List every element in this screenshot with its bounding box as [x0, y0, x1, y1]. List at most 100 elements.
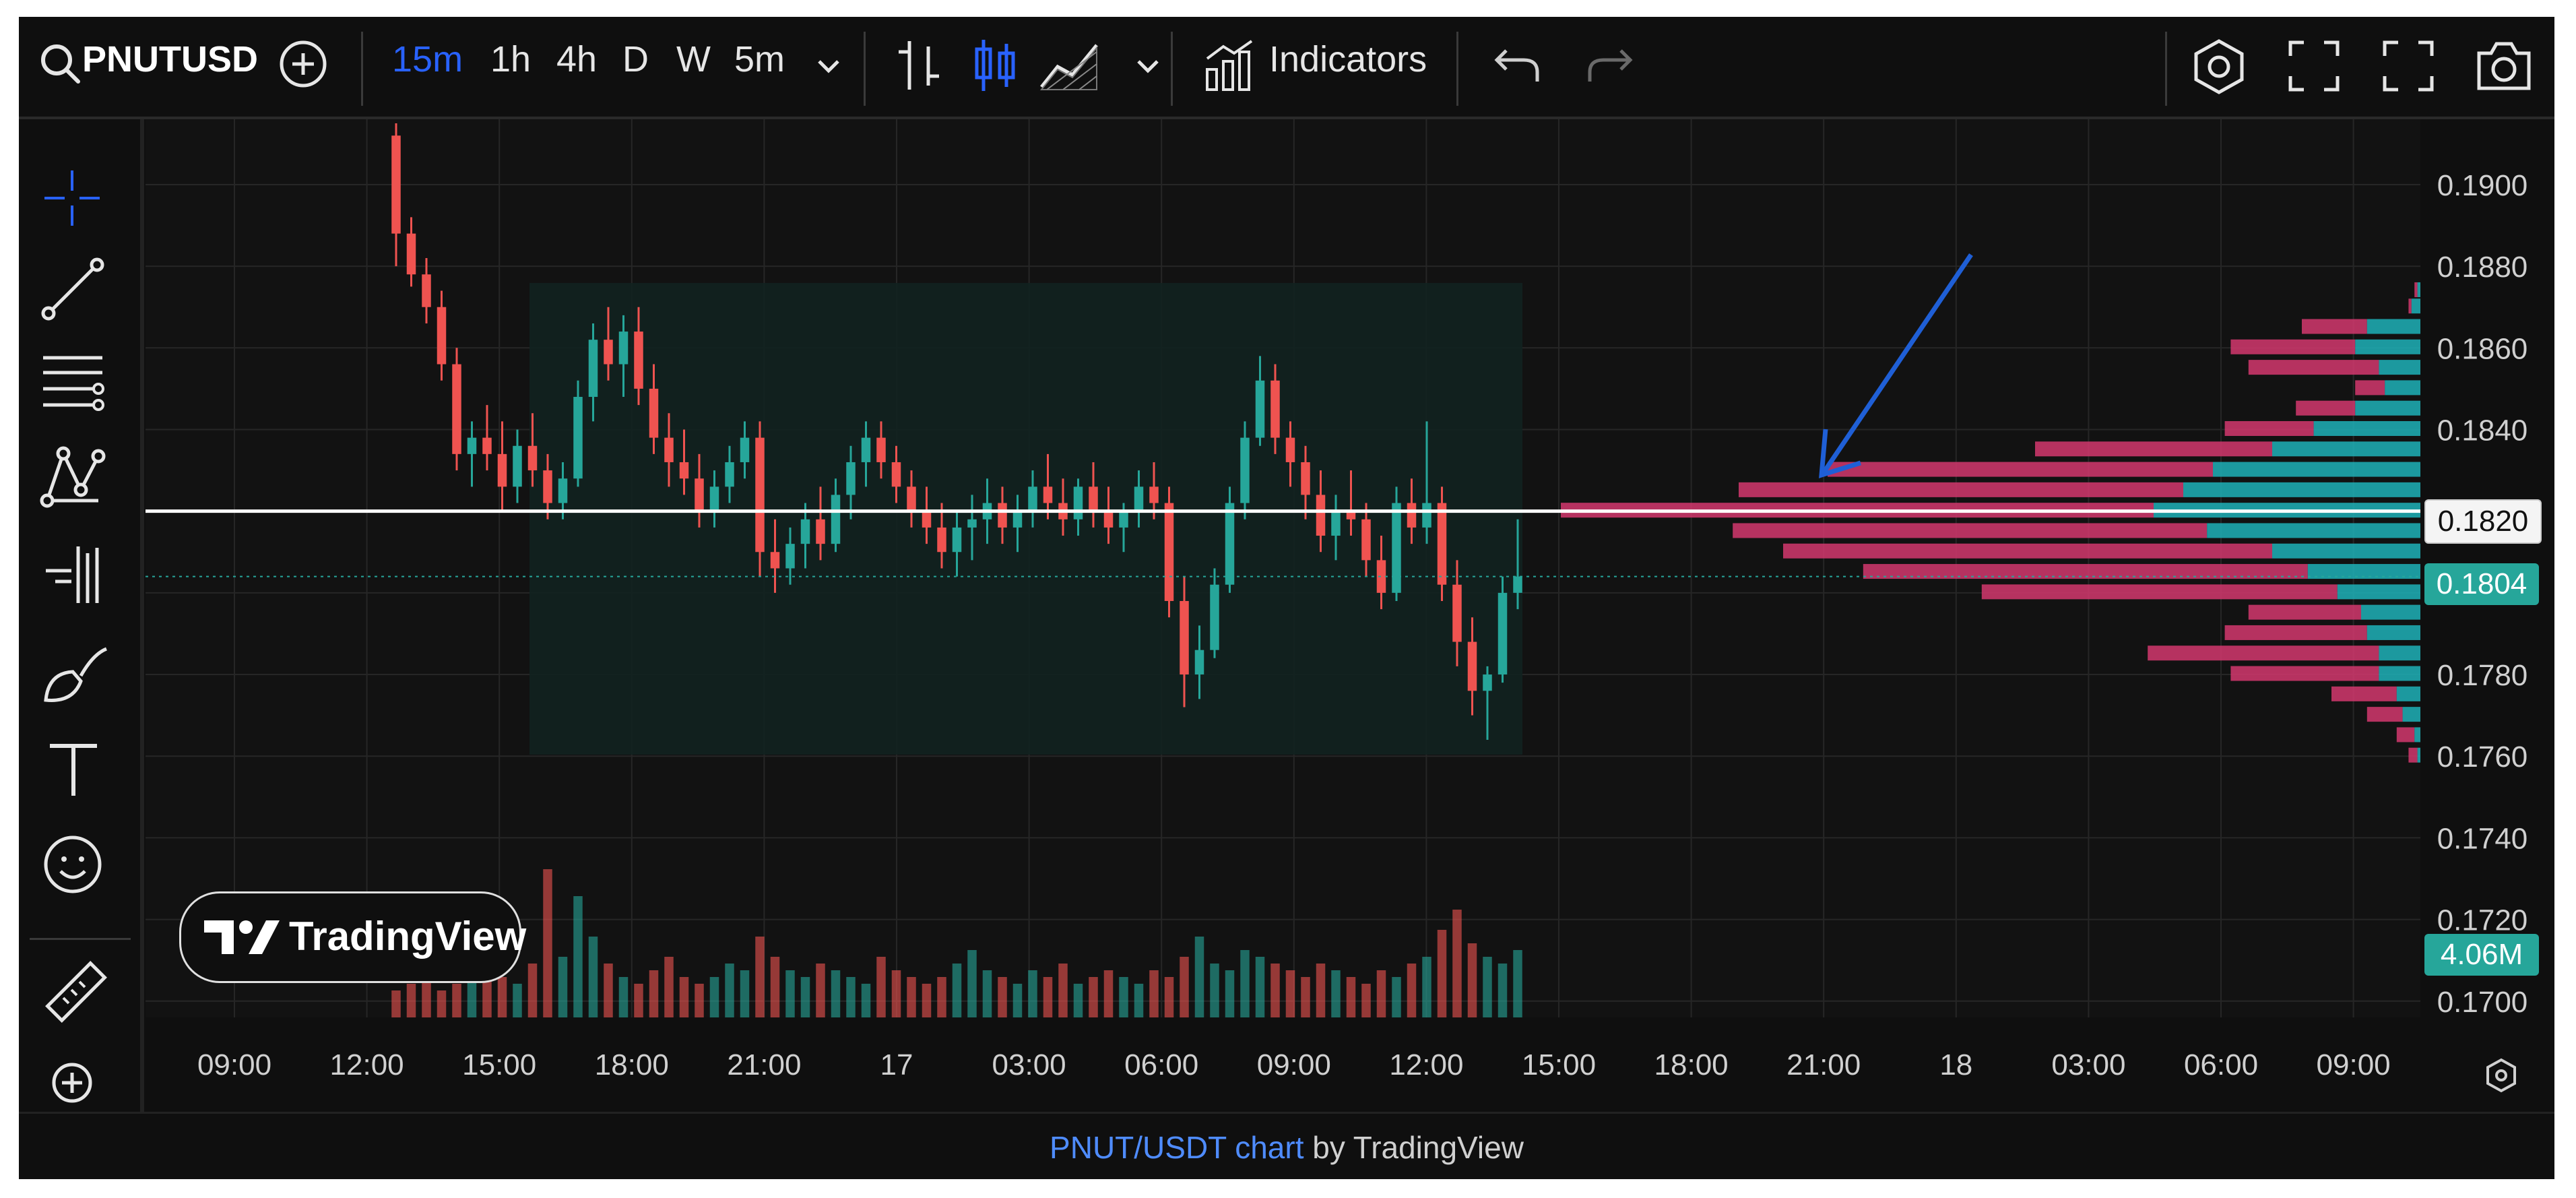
emoji-icon[interactable]: [40, 832, 105, 900]
candle-body[interactable]: [422, 274, 431, 307]
candle-body[interactable]: [1498, 592, 1508, 675]
interval-15m[interactable]: 15m: [392, 39, 463, 80]
interval-1h[interactable]: 1h: [490, 39, 532, 80]
candle-body[interactable]: [391, 135, 401, 234]
candle-body[interactable]: [1376, 560, 1386, 593]
fullscreen-icon[interactable]: [2382, 40, 2435, 96]
crosshair-icon[interactable]: [42, 168, 102, 232]
candle-body[interactable]: [876, 437, 886, 462]
candle-body[interactable]: [558, 478, 568, 503]
candle-body[interactable]: [1225, 503, 1235, 585]
axis-settings-icon[interactable]: [2486, 1058, 2516, 1093]
text-icon[interactable]: [43, 739, 104, 803]
candle-body[interactable]: [998, 503, 1007, 528]
candle-body[interactable]: [1270, 380, 1280, 438]
candle-body[interactable]: [588, 340, 598, 398]
ruler-icon[interactable]: [39, 955, 113, 1032]
redo-icon[interactable]: [1584, 41, 1634, 89]
brush-icon[interactable]: [39, 642, 113, 713]
camera-icon[interactable]: [2475, 40, 2533, 96]
symbol-search-label[interactable]: PNUTUSD: [82, 39, 259, 80]
candle-body[interactable]: [1331, 511, 1341, 536]
candle-body[interactable]: [1103, 511, 1114, 528]
candle-body[interactable]: [406, 233, 416, 275]
candle-body[interactable]: [1028, 486, 1037, 511]
candle-body[interactable]: [937, 527, 946, 553]
candle-body[interactable]: [800, 519, 810, 544]
candle-body[interactable]: [573, 397, 583, 479]
candle-body[interactable]: [543, 470, 552, 503]
candle-body[interactable]: [1180, 600, 1189, 675]
candle-body[interactable]: [452, 364, 461, 454]
zoom-in-icon[interactable]: [49, 1059, 96, 1110]
candle-body[interactable]: [634, 332, 643, 389]
candle-body[interactable]: [649, 388, 659, 438]
candle-body[interactable]: [467, 437, 477, 454]
candle-body[interactable]: [1513, 576, 1522, 593]
candle-body[interactable]: [846, 462, 856, 495]
candle-body[interactable]: [664, 437, 674, 462]
candle-body[interactable]: [1392, 503, 1401, 593]
candle-body[interactable]: [1043, 486, 1053, 503]
interval-w[interactable]: W: [676, 39, 711, 80]
bar-chart-icon[interactable]: [896, 37, 943, 97]
indicators-button[interactable]: Indicators: [1269, 39, 1427, 80]
candle-body[interactable]: [725, 462, 734, 487]
candle-body[interactable]: [1346, 511, 1356, 519]
search-icon[interactable]: [36, 40, 84, 90]
pattern-icon[interactable]: [39, 443, 106, 513]
chevron-down-icon[interactable]: [814, 52, 843, 85]
candle-body[interactable]: [1210, 584, 1219, 650]
candle-body[interactable]: [1407, 503, 1417, 528]
candle-body[interactable]: [1164, 503, 1174, 601]
area-chart-icon[interactable]: [1039, 37, 1101, 97]
candle-body[interactable]: [907, 486, 916, 511]
tradingview-logo[interactable]: TradingView: [179, 891, 526, 983]
candle-body[interactable]: [922, 511, 932, 528]
interval-4h[interactable]: 4h: [556, 39, 598, 80]
candle-body[interactable]: [527, 445, 538, 471]
interval-d[interactable]: D: [622, 39, 649, 80]
candle-body[interactable]: [1194, 650, 1204, 675]
prediction-icon[interactable]: [39, 541, 106, 612]
candle-body[interactable]: [1361, 519, 1371, 561]
candle-body[interactable]: [1422, 503, 1431, 528]
candle-body[interactable]: [1073, 486, 1083, 519]
candle-body[interactable]: [891, 462, 901, 487]
candle-body[interactable]: [1255, 380, 1265, 438]
candle-body[interactable]: [513, 445, 522, 487]
candle-body[interactable]: [1012, 511, 1023, 528]
candle-body[interactable]: [437, 307, 447, 365]
candle-body[interactable]: [755, 437, 765, 553]
candle-body[interactable]: [497, 453, 507, 487]
candle-body[interactable]: [785, 544, 795, 569]
candle-body[interactable]: [1240, 437, 1250, 503]
candle-body[interactable]: [695, 478, 704, 511]
candle-body[interactable]: [709, 486, 719, 511]
candle-body[interactable]: [1119, 511, 1128, 528]
range-box[interactable]: [529, 283, 1522, 755]
candlestick-icon[interactable]: [971, 37, 1019, 97]
candle-body[interactable]: [1437, 503, 1447, 585]
candle-body[interactable]: [952, 527, 962, 553]
candle-body[interactable]: [861, 437, 871, 462]
candle-body[interactable]: [770, 552, 780, 569]
candle-body[interactable]: [740, 437, 750, 462]
trendline-icon[interactable]: [39, 255, 106, 326]
fib-retracement-icon[interactable]: [39, 351, 106, 415]
candle-body[interactable]: [604, 340, 613, 365]
add-symbol-icon[interactable]: [276, 37, 330, 94]
candle-body[interactable]: [618, 332, 629, 365]
candle-body[interactable]: [679, 462, 689, 479]
candle-body[interactable]: [1134, 486, 1144, 511]
candle-body[interactable]: [1483, 674, 1492, 691]
arrow-annotation[interactable]: [1822, 253, 1973, 473]
candle-body[interactable]: [967, 519, 977, 528]
interval-5m[interactable]: 5m: [734, 39, 785, 80]
candle-body[interactable]: [831, 495, 841, 544]
settings-icon[interactable]: [2191, 38, 2247, 98]
chevron-down-icon[interactable]: [1133, 52, 1163, 85]
price-chart[interactable]: 09:00 12:00 15:00 18:00 21:00 17 03:00 06:00 09:…: [19, 17, 2554, 1112]
candle-body[interactable]: [1089, 486, 1098, 511]
candle-body[interactable]: [1452, 584, 1462, 642]
